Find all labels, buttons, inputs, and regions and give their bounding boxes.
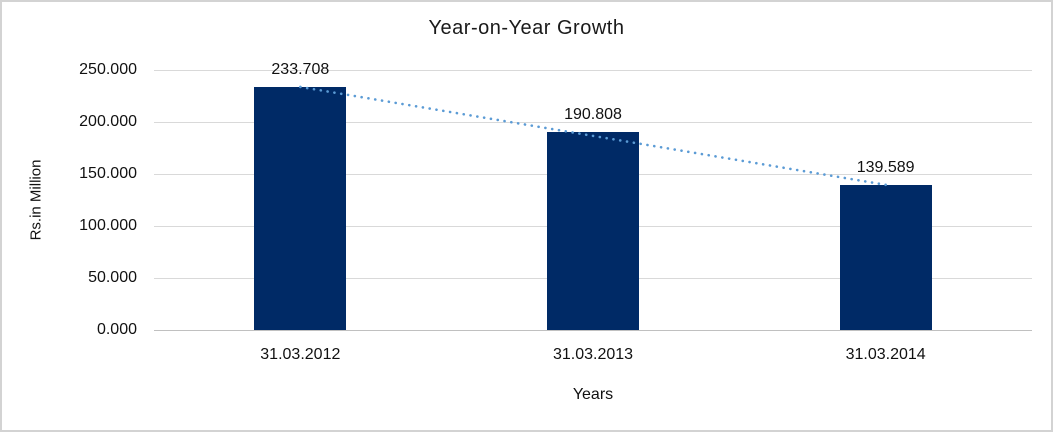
gridline: [154, 70, 1032, 71]
x-category-label: 31.03.2014: [845, 346, 926, 363]
chart-title: Year-on-Year Growth: [428, 17, 625, 39]
bar-value-label: 233.708: [271, 61, 330, 78]
y-tick-label: 200.000: [79, 113, 137, 130]
bar: [839, 185, 932, 330]
bar-value-label: 190.808: [564, 106, 622, 123]
bar: [547, 132, 639, 330]
bar-value-label: 139.589: [856, 159, 915, 176]
x-category-label: 31.03.2013: [552, 346, 634, 363]
x-axis-title: Years: [572, 386, 614, 403]
x-axis-line: [154, 330, 1032, 331]
y-tick-label: 50.000: [88, 269, 137, 286]
y-tick-label: 150.000: [79, 165, 137, 182]
x-category-label: 31.03.2012: [260, 346, 341, 363]
y-tick-label: 250.000: [79, 61, 137, 78]
y-tick-label: 100.000: [79, 217, 137, 234]
bar: [254, 87, 347, 330]
y-tick-label: 0.000: [96, 321, 137, 338]
